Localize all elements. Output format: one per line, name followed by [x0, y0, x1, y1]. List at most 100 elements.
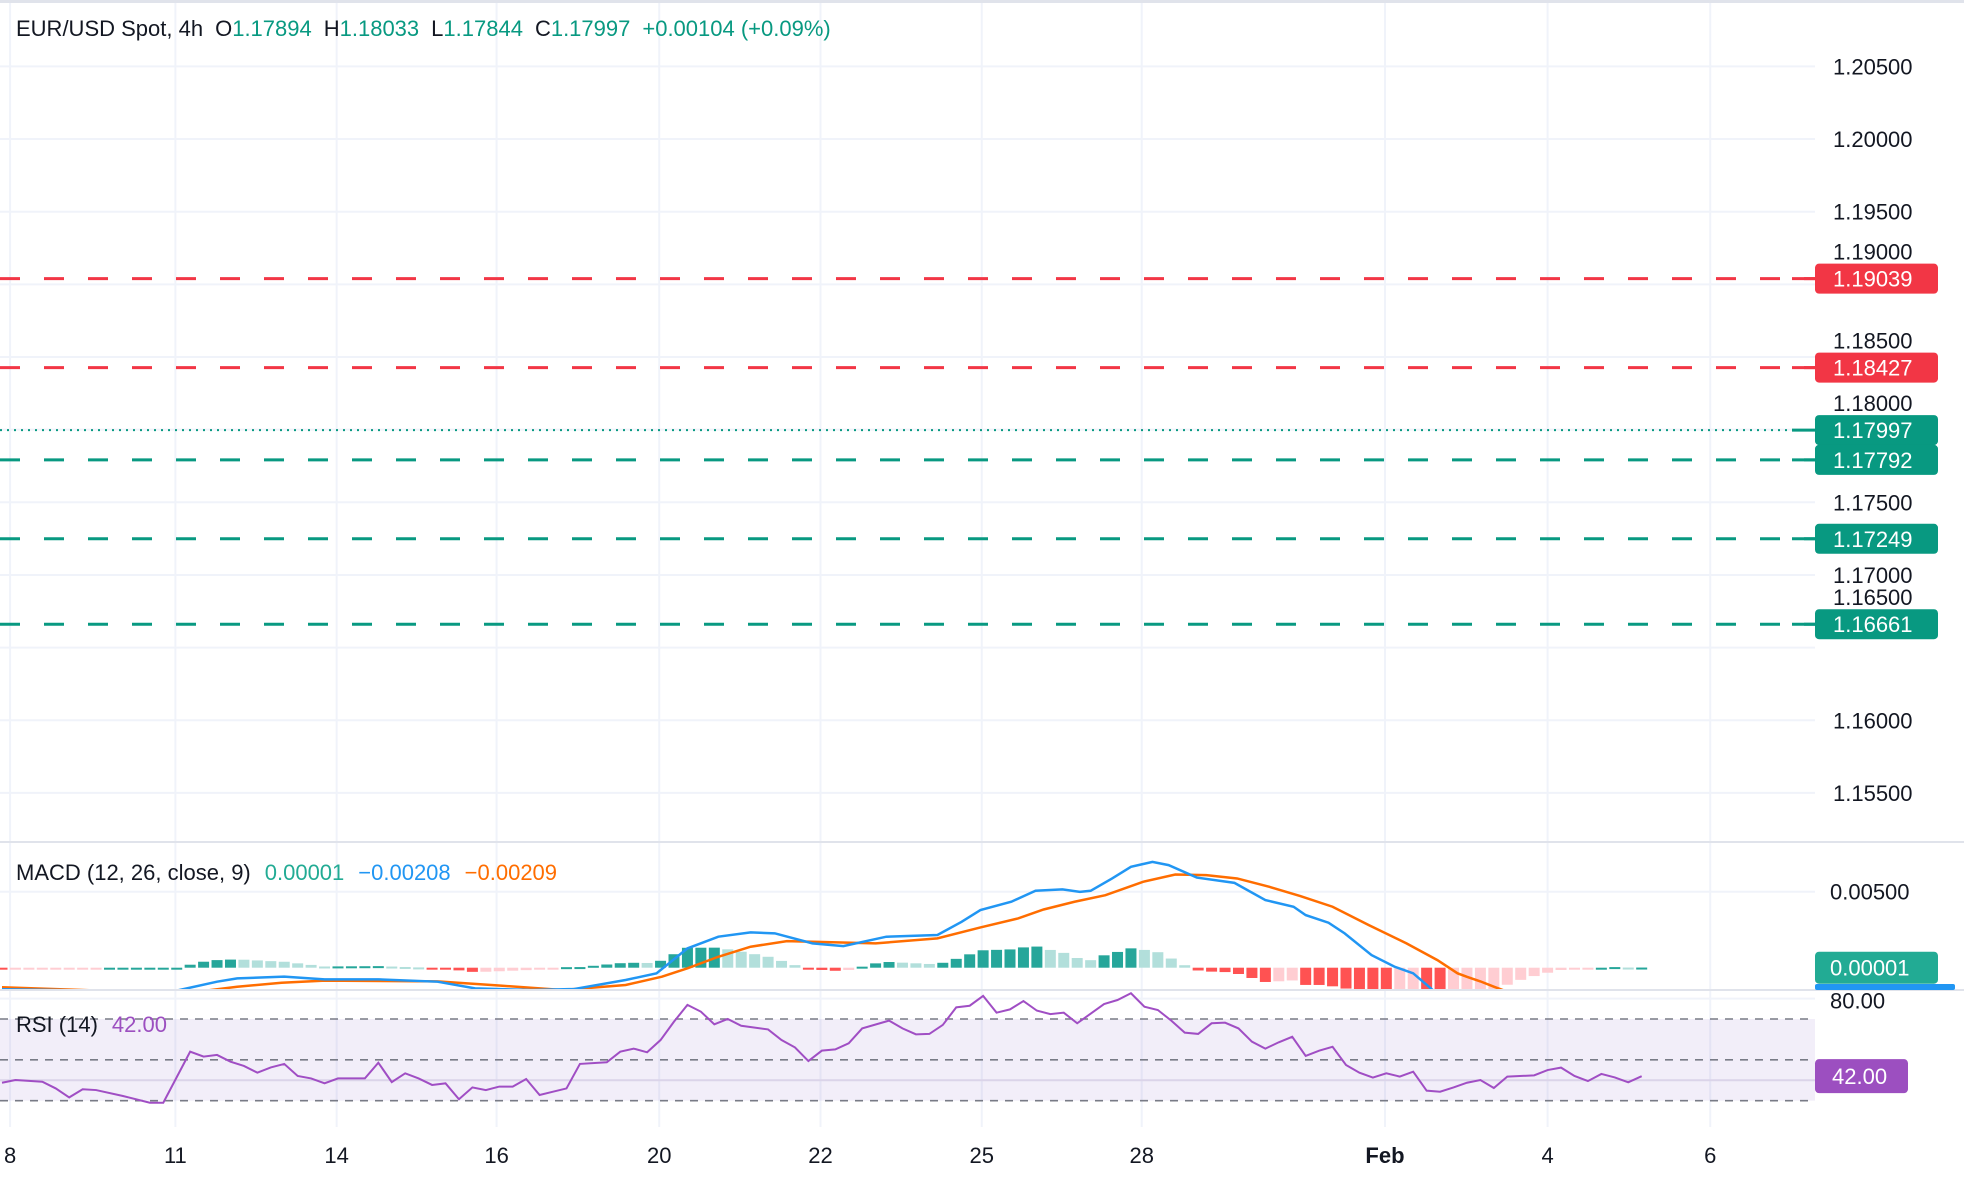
- price-level-badge-label: 1.19039: [1833, 267, 1913, 292]
- time-axis-label: Feb: [1365, 1143, 1404, 1168]
- macd-histogram-bar: [776, 960, 788, 968]
- macd-histogram-bar: [1448, 967, 1460, 990]
- macd-histogram-bar: [910, 963, 922, 968]
- price-axis-label: 1.16500: [1833, 585, 1913, 610]
- pane-separators[interactable]: [0, 0, 1964, 991]
- macd-histogram-bar: [695, 947, 707, 968]
- macd-histogram-bar: [1367, 967, 1379, 990]
- macd-histogram-bar: [0, 967, 8, 970]
- rsi-value: 42.00: [111, 1012, 167, 1037]
- macd-histogram-bar: [332, 966, 344, 969]
- price-axis-label: 1.20000: [1833, 127, 1913, 152]
- rsi-title[interactable]: RSI (14): [16, 1012, 98, 1037]
- macd-histogram-bar: [991, 949, 1003, 968]
- macd-histogram-bar: [1098, 955, 1110, 968]
- macd-histogram-bar: [1461, 967, 1473, 990]
- macd-histogram-bar: [1434, 967, 1446, 990]
- macd-histogram-bar: [1017, 947, 1029, 968]
- macd-histogram-bar: [211, 960, 223, 968]
- macd-histogram-bar: [480, 967, 492, 972]
- macd-histogram-bar: [1206, 967, 1218, 972]
- change-value: +0.00104 (+0.09%): [642, 16, 831, 41]
- macd-histogram-bar: [574, 967, 586, 970]
- price-level-badge-label: 1.17997: [1833, 418, 1913, 443]
- macd-histogram-bar: [386, 966, 398, 969]
- macd-signal-value: −0.00209: [464, 860, 558, 885]
- macd-histogram-bar: [1004, 949, 1016, 968]
- macd-histogram-bar: [1219, 967, 1231, 973]
- rsi-axis-label: 80.00: [1830, 989, 1885, 1014]
- macd-histogram-bar: [36, 967, 48, 970]
- macd-histogram-bar: [816, 967, 828, 970]
- macd-histogram-bar: [1044, 949, 1056, 968]
- macd-histogram-bar: [1528, 967, 1540, 977]
- macd-histogram-bar: [937, 962, 949, 968]
- macd-histogram-bar: [1394, 967, 1406, 990]
- macd-histogram-bar: [104, 967, 116, 970]
- time-axis-label: 11: [164, 1143, 187, 1168]
- macd-histogram-badge-label: 0.00001: [1830, 956, 1910, 981]
- macd-histogram-bar: [1582, 967, 1594, 970]
- macd-histogram-bar: [923, 963, 935, 968]
- macd-histogram-bar: [77, 967, 89, 970]
- macd-histogram-bar: [534, 967, 546, 970]
- macd-histogram-bar: [520, 967, 532, 971]
- macd-histogram-value: 0.00001: [264, 860, 345, 885]
- macd-histogram-bar: [198, 961, 210, 968]
- rsi-value-badge-label: 42.00: [1832, 1064, 1887, 1089]
- macd-histogram-bar: [749, 954, 761, 968]
- macd-histogram-bar: [1622, 967, 1634, 970]
- macd-histogram-bar: [1353, 967, 1365, 990]
- macd-histogram-bar: [1071, 958, 1083, 968]
- macd-histogram-bar: [305, 964, 317, 968]
- price-axis-label: 1.17000: [1833, 563, 1913, 588]
- symbol-title[interactable]: EUR/USD Spot, 4h: [16, 16, 204, 41]
- price-axis[interactable]: 1.20500 1.20000 1.19500 1.19000 1.18500 1.180…: [1830, 54, 1913, 1013]
- price-axis-label: 1.17500: [1833, 490, 1913, 515]
- time-axis-label: 14: [324, 1143, 348, 1168]
- rsi-bands: [0, 1018, 1815, 1102]
- open-label: O: [215, 16, 233, 41]
- macd-histogram-bar: [1313, 967, 1325, 985]
- macd-histogram-bar: [1407, 967, 1419, 990]
- macd-legend: MACD (12, 26, close, 9) 0.00001 −0.00208…: [16, 860, 557, 886]
- macd-histogram-bar: [735, 951, 747, 968]
- macd-histogram-bar: [63, 967, 75, 970]
- high-label: H: [323, 16, 340, 41]
- macd-histogram-bar: [1340, 967, 1352, 989]
- macd-histogram-bar: [157, 967, 169, 970]
- low-label: L: [431, 16, 444, 41]
- price-axis-label: 1.19500: [1833, 200, 1913, 225]
- macd-histogram-bar: [1380, 967, 1392, 990]
- macd-histogram-bar: [251, 960, 263, 968]
- macd-histogram-bar: [117, 967, 129, 970]
- macd-pane: [0, 860, 1648, 990]
- macd-histogram-bar: [1165, 958, 1177, 968]
- price-level-badge: [1815, 352, 1938, 383]
- macd-histogram-bar: [655, 960, 667, 968]
- close-label: C: [534, 16, 551, 41]
- macd-histogram-bar: [856, 966, 868, 969]
- macd-histogram-bar: [1112, 951, 1124, 968]
- macd-title[interactable]: MACD (12, 26, close, 9): [16, 860, 251, 885]
- macd-histogram-bar: [1501, 967, 1513, 985]
- macd-histogram-bar: [1125, 948, 1137, 968]
- macd-histogram-bar: [1595, 967, 1607, 970]
- macd-histogram-bar: [681, 947, 693, 968]
- macd-histogram-bar: [1474, 967, 1486, 990]
- macd-histogram-bar: [345, 966, 357, 969]
- macd-histogram-bar: [413, 967, 425, 970]
- macd-histogram-bar: [950, 958, 962, 968]
- macd-histogram-bar: [319, 966, 331, 969]
- time-axis[interactable]: 8 11 14 16 20 22 25 28 Feb 4 6: [4, 1143, 1716, 1168]
- macd-histogram-bar: [507, 967, 519, 971]
- macd-histogram-bar: [1246, 967, 1258, 978]
- macd-histogram-bar: [668, 954, 680, 968]
- price-axis-label: 1.20500: [1833, 54, 1913, 79]
- macd-histogram-bar: [238, 959, 250, 968]
- macd-histogram-bar: [829, 967, 841, 971]
- grid: [0, 3, 1815, 1127]
- price-level-badge: [1815, 444, 1938, 475]
- macd-axis-label: 0.00500: [1830, 880, 1910, 905]
